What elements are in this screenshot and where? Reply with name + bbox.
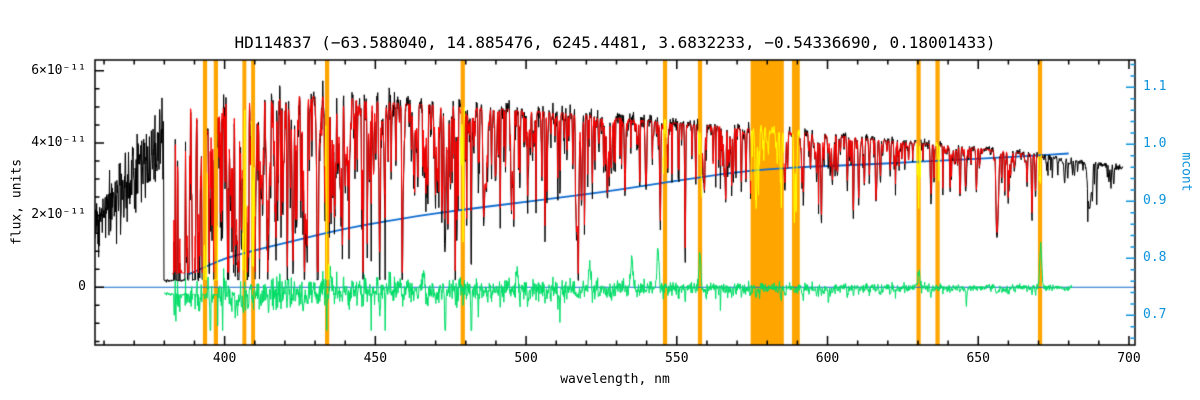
flux-tick-label: 6×10⁻¹¹ [31,62,86,78]
wavelength-tick-label: 600 [815,351,840,366]
flux-tick-label: 4×10⁻¹¹ [31,134,86,150]
mcont-tick-label: 0.7 [1143,307,1167,323]
mcont-tick-label: 1.0 [1143,136,1167,152]
mcont-axis-label: mcont [1178,152,1194,192]
flux-tick-label: 2×10⁻¹¹ [31,207,86,223]
wavelength-tick-label: 550 [665,351,689,366]
plot-title: HD114837 (−63.588040, 14.885476, 6245.44… [234,33,996,52]
flux-tick-label: 0 [78,279,86,295]
flux-axis-label: flux, units [9,158,25,246]
mcont-tick-label: 0.8 [1143,250,1167,266]
wavelength-axis-label: wavelength, nm [560,372,670,387]
wavelength-tick-label: 700 [1117,351,1141,366]
mcont-tick-label: 0.9 [1143,193,1167,209]
wavelength-tick-label: 400 [212,351,237,366]
wavelength-tick-label: 650 [966,351,990,366]
wavelength-tick-label: 450 [363,351,388,366]
mcont-tick-label: 1.1 [1143,79,1167,95]
wavelength-tick-label: 500 [514,351,538,366]
